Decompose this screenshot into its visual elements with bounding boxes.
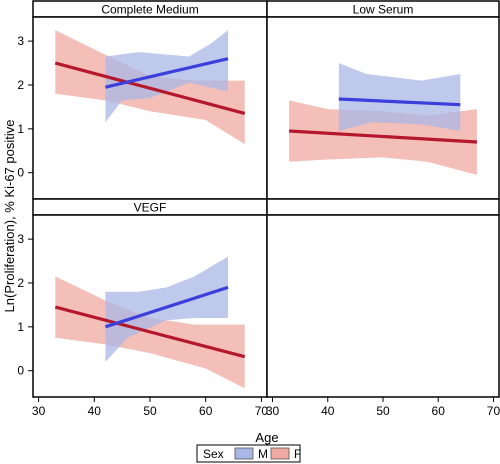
panel-title: VEGF bbox=[134, 201, 167, 215]
panel-3: VEGF bbox=[32, 198, 268, 398]
legend-title: Sex bbox=[203, 447, 224, 461]
y-tick-label: 1 bbox=[17, 122, 24, 136]
x-tick-label: 40 bbox=[321, 404, 335, 418]
x-tick-label: 30 bbox=[32, 404, 46, 418]
y-tick-label: 0 bbox=[17, 364, 24, 378]
fit-line-M bbox=[105, 57, 229, 89]
y-tick-label: 1 bbox=[17, 320, 24, 334]
y-tick-label: 3 bbox=[17, 232, 24, 246]
confidence-band-M bbox=[338, 63, 461, 132]
x-axis-title: Age bbox=[255, 430, 278, 445]
legend-label-F: F bbox=[294, 447, 301, 461]
fit-line-F bbox=[54, 61, 246, 116]
confidence-band-M bbox=[105, 30, 228, 123]
confidence-band-M bbox=[105, 256, 228, 362]
y-tick-label: 0 bbox=[17, 166, 24, 180]
y-tick-label: 2 bbox=[17, 276, 24, 290]
fit-line-M bbox=[338, 97, 461, 107]
x-tick-label: 60 bbox=[199, 404, 213, 418]
legend-swatch-M bbox=[234, 447, 254, 460]
x-tick-label: 40 bbox=[88, 404, 102, 418]
fit-line-M bbox=[104, 285, 229, 329]
panel-4 bbox=[266, 198, 500, 398]
x-tick-label: 50 bbox=[376, 404, 390, 418]
y-tick-label: 2 bbox=[17, 78, 24, 92]
y-axis-title: Ln(Proliferation), % Ki-67 positive bbox=[2, 120, 17, 313]
fit-line-F bbox=[54, 305, 246, 359]
panel-title: Complete Medium bbox=[101, 3, 198, 17]
legend-label-M: M bbox=[258, 447, 268, 461]
fit-line-F bbox=[289, 129, 477, 144]
x-tick-label: 70 bbox=[487, 404, 500, 418]
y-tick-label: 3 bbox=[17, 34, 24, 48]
x-tick-label: 70 bbox=[255, 404, 269, 418]
panels-area: Complete Medium Low Serum VEGF bbox=[32, 0, 500, 398]
legend: Sex M F bbox=[196, 444, 301, 463]
plot-background bbox=[267, 215, 499, 397]
x-tick-label: 30 bbox=[266, 404, 280, 418]
panel-title: Low Serum bbox=[353, 3, 414, 17]
panel-2: Low Serum bbox=[266, 0, 500, 200]
legend-swatch-F bbox=[270, 447, 290, 460]
x-tick-label: 50 bbox=[143, 404, 157, 418]
panel-1: Complete Medium bbox=[32, 0, 268, 200]
x-tick-label: 60 bbox=[432, 404, 446, 418]
panel-strip bbox=[266, 198, 500, 216]
